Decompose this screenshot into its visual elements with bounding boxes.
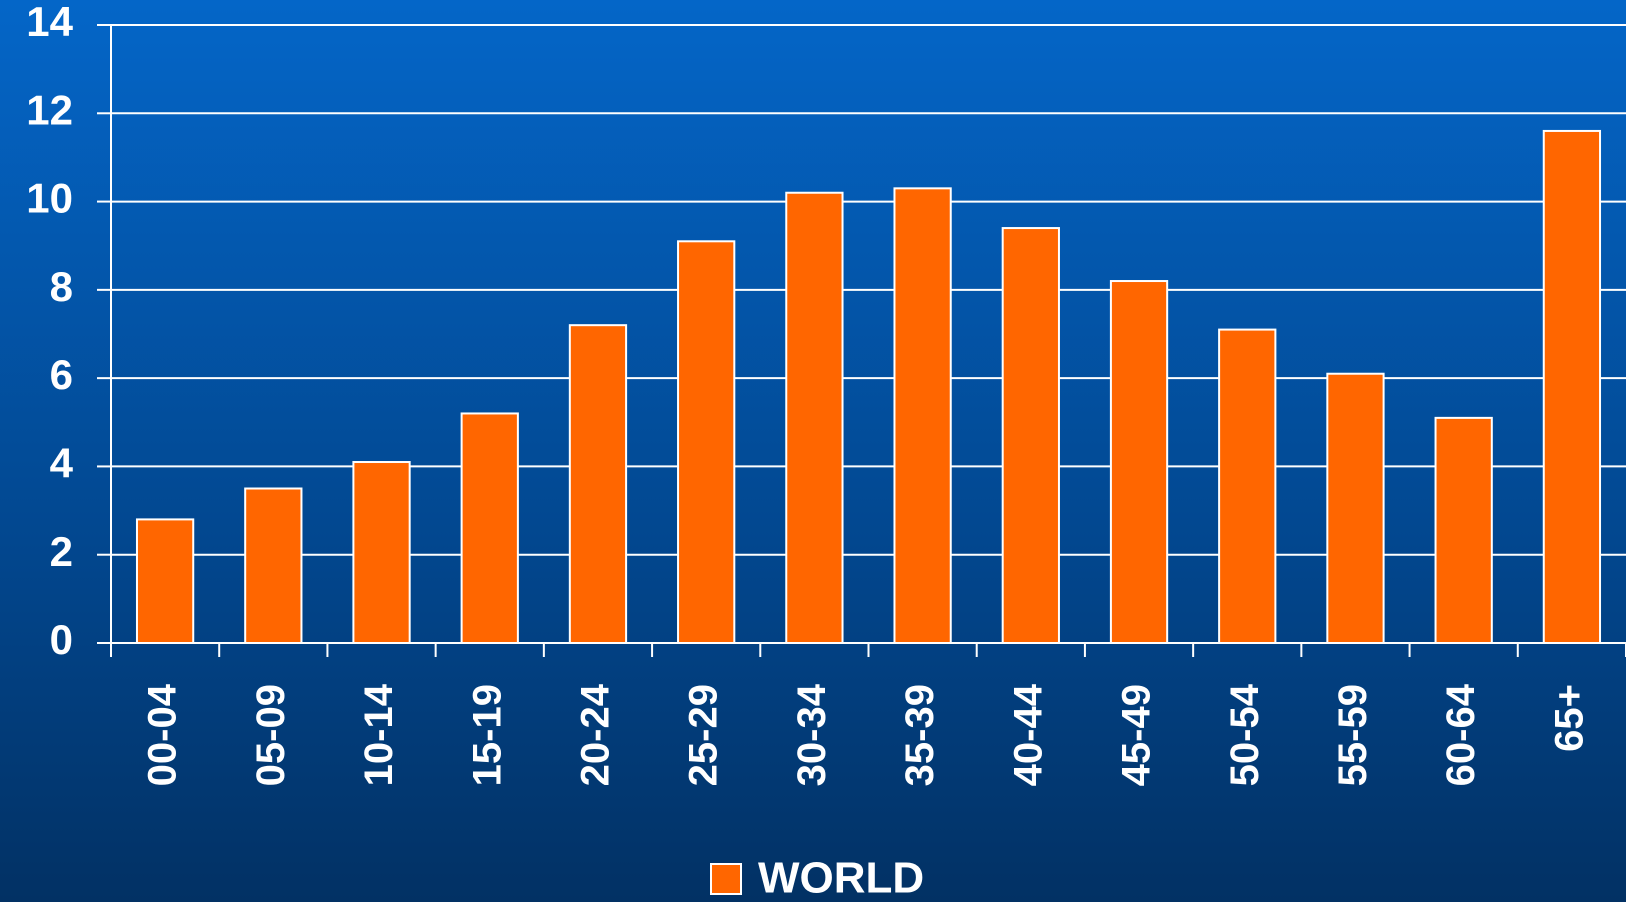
legend-label: WORLD bbox=[758, 854, 924, 902]
x-tick-label: 35-39 bbox=[898, 684, 942, 786]
bar bbox=[893, 187, 952, 644]
x-tick-label: 55-59 bbox=[1331, 684, 1375, 786]
y-tick-label: 0 bbox=[50, 616, 73, 663]
bar bbox=[677, 240, 736, 645]
x-tick-label: 45-49 bbox=[1115, 684, 1159, 786]
y-tick-label: 2 bbox=[50, 528, 73, 575]
x-tick-label: 15-19 bbox=[465, 684, 509, 786]
x-tick-label: 50-54 bbox=[1223, 683, 1267, 786]
bar bbox=[244, 487, 303, 644]
y-tick-label: 6 bbox=[50, 351, 73, 398]
x-tick-label: 10-14 bbox=[357, 683, 401, 786]
bar bbox=[568, 324, 628, 644]
bar bbox=[1218, 328, 1277, 644]
x-tick-label: 00-04 bbox=[141, 683, 185, 786]
x-tick-label: 20-24 bbox=[574, 683, 618, 786]
x-tick-label: 65+ bbox=[1547, 684, 1591, 752]
bar bbox=[1109, 280, 1169, 644]
y-tick-label: 8 bbox=[50, 263, 73, 310]
bar bbox=[460, 412, 519, 645]
y-tick-label: 12 bbox=[26, 86, 73, 133]
x-tick-label: 25-29 bbox=[682, 684, 726, 786]
legend-swatch bbox=[710, 863, 742, 895]
x-tick-label: 05-09 bbox=[249, 684, 293, 786]
y-tick-label: 14 bbox=[26, 0, 73, 45]
bar bbox=[135, 518, 195, 645]
x-tick-label: 60-64 bbox=[1439, 683, 1483, 786]
bar bbox=[1542, 129, 1602, 644]
bar bbox=[1326, 372, 1385, 644]
x-tick-label: 30-34 bbox=[790, 683, 834, 786]
x-tick-label: 40-44 bbox=[1006, 683, 1050, 786]
y-tick-label: 4 bbox=[50, 440, 74, 487]
bar bbox=[1434, 416, 1493, 644]
bar bbox=[785, 191, 844, 644]
y-tick-label: 10 bbox=[26, 175, 73, 222]
bar bbox=[1001, 227, 1060, 645]
bar bbox=[352, 461, 411, 644]
